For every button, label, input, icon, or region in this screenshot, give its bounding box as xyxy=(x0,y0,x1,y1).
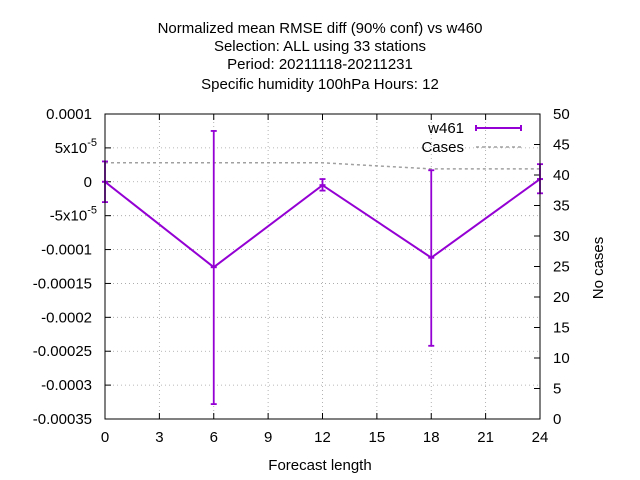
y-tick-label: -0.00015 xyxy=(33,275,92,292)
grid xyxy=(105,114,540,419)
x-axis-ticks: 0 3 6 9 12 15 18 21 24 xyxy=(101,114,549,446)
title-line-4: Specific humidity 100hPa Hours: 12 xyxy=(201,76,439,93)
w461-line xyxy=(104,178,541,269)
cases-line xyxy=(105,162,540,170)
y2-tick-label: 0 xyxy=(553,411,561,428)
chart-title: Normalized mean RMSE diff (90% conf) vs … xyxy=(158,20,483,93)
y2-tick-label: 50 xyxy=(553,106,570,123)
y2-tick-label: 25 xyxy=(553,259,570,276)
y-tick-exponent: -5 xyxy=(87,205,97,217)
w461-series xyxy=(102,130,543,405)
y2-axis-label: No cases xyxy=(590,237,607,300)
y2-tick-label: 40 xyxy=(553,167,570,184)
y2-tick-label: 35 xyxy=(553,198,570,215)
y-tick-label: 0.0001 xyxy=(46,106,92,123)
y-tick-label: -0.0001 xyxy=(41,242,92,259)
x-tick-label: 6 xyxy=(210,429,218,446)
y-tick-label: -0.0003 xyxy=(41,377,92,394)
plot-frame xyxy=(104,113,541,420)
y2-tick-label: 20 xyxy=(553,289,570,306)
y-tick-label: -0.00025 xyxy=(33,343,92,360)
cases-series xyxy=(105,162,540,170)
legend-label-cases: Cases xyxy=(421,139,464,156)
y2-tick-label: 45 xyxy=(553,137,570,154)
y-tick-exponent: -5 xyxy=(87,137,97,149)
x-tick-label: 18 xyxy=(423,429,440,446)
y2-tick-label: 15 xyxy=(553,320,570,337)
title-line-1: Normalized mean RMSE diff (90% conf) vs … xyxy=(158,20,483,37)
x-tick-label: 9 xyxy=(264,429,272,446)
x-tick-label: 21 xyxy=(477,429,494,446)
y-tick-label: 0 xyxy=(84,174,92,191)
y2-tick-label: 5 xyxy=(553,381,561,398)
x-axis-label: Forecast length xyxy=(268,457,371,474)
x-tick-label: 3 xyxy=(155,429,163,446)
y-tick-label: -5x10-5 xyxy=(50,205,97,225)
title-line-3: Period: 20211118-20211231 xyxy=(227,56,413,73)
title-line-2: Selection: ALL using 33 stations xyxy=(214,38,426,55)
y-tick-label: 5x10-5 xyxy=(55,137,97,157)
y-tick-label: -0.00035 xyxy=(33,411,92,428)
y2-axis-ticks: 0 5 10 15 20 25 30 35 40 45 50 xyxy=(534,106,570,428)
x-tick-label: 0 xyxy=(101,429,109,446)
x-tick-label: 15 xyxy=(369,429,386,446)
x-tick-label: 12 xyxy=(314,429,331,446)
legend-label-w461: w461 xyxy=(427,120,464,137)
x-tick-label: 24 xyxy=(532,429,549,446)
legend: w461 Cases xyxy=(421,120,522,156)
y-tick-label: -0.0002 xyxy=(41,309,92,326)
y-axis-ticks: 0.0001 5x10-5 0 -5x10-5 -0.0001 -0.00015 -0.00… xyxy=(33,106,111,428)
y2-tick-label: 10 xyxy=(553,350,570,367)
y2-tick-label: 30 xyxy=(553,228,570,245)
